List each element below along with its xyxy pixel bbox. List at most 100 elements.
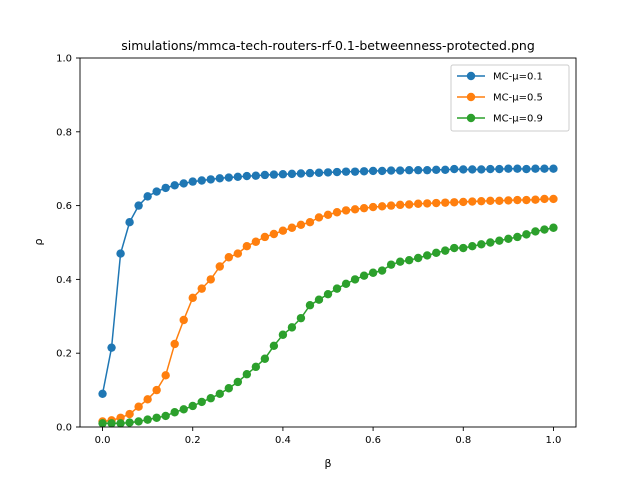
data-point bbox=[549, 164, 558, 173]
data-point bbox=[152, 385, 161, 395]
data-point bbox=[477, 165, 486, 174]
data-point bbox=[504, 234, 513, 244]
data-point bbox=[269, 229, 279, 239]
data-point bbox=[377, 166, 387, 176]
data-point bbox=[332, 284, 342, 293]
data-point bbox=[423, 251, 432, 260]
legend-box bbox=[450, 64, 570, 132]
data-point bbox=[278, 226, 288, 235]
data-point bbox=[423, 165, 432, 175]
data-point bbox=[125, 409, 134, 419]
data-point bbox=[540, 194, 549, 204]
x-tick-label: 0.4 bbox=[275, 435, 291, 446]
data-point bbox=[143, 192, 152, 201]
data-point bbox=[432, 165, 441, 175]
data-point bbox=[404, 256, 414, 265]
data-point bbox=[413, 253, 423, 263]
data-point bbox=[504, 196, 513, 205]
data-point bbox=[287, 169, 297, 179]
data-point bbox=[540, 225, 549, 234]
data-point bbox=[531, 195, 540, 204]
data-point bbox=[513, 164, 522, 173]
data-point bbox=[350, 205, 360, 214]
data-point bbox=[161, 411, 170, 421]
data-point bbox=[495, 196, 504, 205]
x-tick-label: 1.0 bbox=[546, 435, 562, 446]
data-point bbox=[386, 166, 396, 175]
data-point bbox=[107, 343, 116, 352]
data-point bbox=[98, 389, 107, 398]
data-point bbox=[549, 223, 558, 232]
data-point bbox=[477, 240, 486, 249]
data-point bbox=[395, 200, 405, 210]
data-point bbox=[206, 394, 215, 403]
x-tick-label: 0.2 bbox=[185, 435, 201, 446]
data-point bbox=[323, 289, 333, 299]
data-point bbox=[179, 405, 188, 414]
data-point bbox=[134, 417, 143, 426]
legend-marker bbox=[466, 71, 476, 81]
data-point bbox=[341, 167, 351, 176]
data-point bbox=[170, 181, 179, 190]
data-point bbox=[287, 323, 297, 332]
data-point bbox=[197, 284, 206, 293]
data-point bbox=[314, 295, 324, 304]
y-axis-label: ρ bbox=[32, 238, 45, 245]
data-point bbox=[314, 168, 324, 177]
data-point bbox=[260, 354, 270, 363]
data-point bbox=[242, 241, 252, 251]
data-point bbox=[197, 176, 206, 185]
axes-frame bbox=[79, 57, 577, 428]
data-point bbox=[368, 268, 378, 277]
data-point bbox=[251, 237, 261, 246]
data-point bbox=[486, 164, 495, 174]
data-point bbox=[486, 238, 495, 247]
data-point bbox=[368, 166, 378, 176]
legend-label: MC-μ=0.9 bbox=[493, 114, 543, 125]
data-point bbox=[188, 401, 197, 411]
data-point bbox=[143, 415, 152, 424]
legend-marker bbox=[466, 92, 476, 102]
data-point bbox=[116, 249, 125, 258]
data-point bbox=[215, 389, 224, 398]
data-point bbox=[468, 197, 477, 206]
data-point bbox=[540, 164, 549, 173]
data-point bbox=[278, 330, 288, 339]
data-point bbox=[251, 171, 261, 180]
data-point bbox=[531, 227, 540, 236]
data-point bbox=[152, 413, 161, 422]
data-point bbox=[296, 169, 306, 178]
data-point bbox=[125, 218, 134, 227]
x-tick-label: 0.8 bbox=[455, 435, 471, 446]
data-point bbox=[224, 384, 233, 393]
data-point bbox=[504, 164, 513, 173]
data-point bbox=[377, 266, 387, 275]
data-point bbox=[215, 174, 224, 183]
data-point bbox=[413, 165, 423, 175]
data-point bbox=[251, 362, 261, 372]
data-point bbox=[459, 197, 468, 207]
data-point bbox=[125, 418, 134, 427]
data-point bbox=[341, 206, 351, 215]
data-point bbox=[332, 167, 342, 177]
data-point bbox=[233, 377, 243, 387]
data-point bbox=[107, 419, 116, 428]
data-point bbox=[323, 168, 333, 177]
data-point bbox=[522, 230, 531, 239]
data-point bbox=[495, 236, 504, 245]
data-point bbox=[260, 232, 270, 242]
data-point bbox=[450, 164, 459, 174]
data-point bbox=[98, 419, 107, 428]
data-point bbox=[161, 183, 170, 193]
data-point bbox=[468, 241, 477, 251]
data-point bbox=[314, 213, 324, 222]
data-point bbox=[549, 194, 558, 204]
data-point bbox=[468, 165, 477, 174]
data-point bbox=[359, 271, 369, 280]
legend: MC-μ=0.1 MC-μ=0.5 MC-μ=0.9 bbox=[450, 64, 570, 132]
axes: 0.0 0.2 0.4 0.6 0.8 1.0 0.0 0.2 0.4 0.6 0.8 1.0 bbox=[56, 54, 577, 446]
data-point bbox=[332, 208, 342, 217]
y-tick-label: 1.0 bbox=[56, 54, 72, 65]
data-point bbox=[404, 165, 414, 175]
